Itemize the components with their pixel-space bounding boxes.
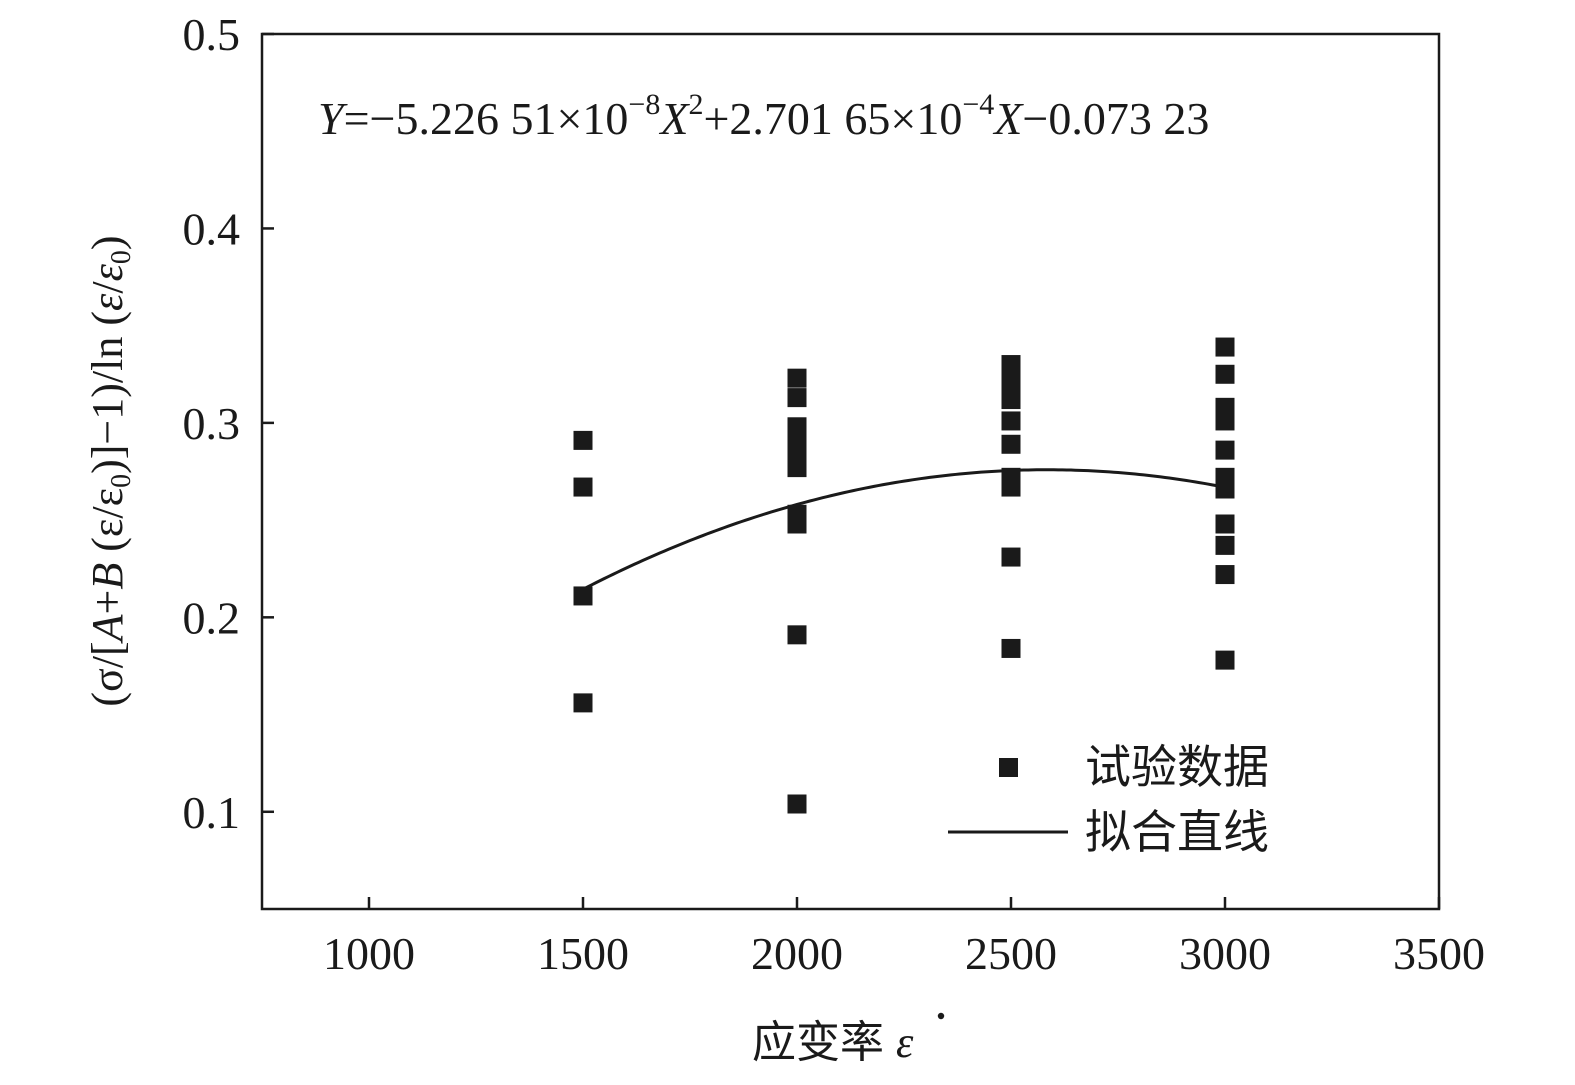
data-point (1001, 390, 1021, 410)
data-point (1001, 638, 1021, 658)
data-point (1215, 440, 1235, 460)
data-point (1001, 434, 1021, 454)
eq-Y: Y (318, 93, 348, 144)
x-axis-title-dot (937, 1012, 945, 1020)
eq-X1: X (658, 93, 690, 144)
data-point (1001, 547, 1021, 567)
x-axis-ticks: 1000 1500 2000 2500 3000 3500 (323, 897, 1485, 979)
eq-exp3: −4 (962, 88, 994, 121)
y-tick-label: 0.1 (183, 787, 241, 838)
data-point (1215, 535, 1235, 555)
data-point (1215, 514, 1235, 534)
x-tick-label: 2000 (751, 928, 843, 979)
x-tick-label: 3000 (1179, 928, 1271, 979)
y-axis-title-group: (σ/[A+B (ε/ε0)]−1)/ln (ε/ε0) (83, 235, 137, 706)
eq-part2: +2.701 65×10 (703, 93, 962, 144)
x-axis-title-text: 应变率 (752, 1018, 884, 1067)
scatter-points-layer (573, 337, 1235, 814)
y-tick-label: 0.4 (183, 203, 241, 254)
x-tick-label: 2500 (965, 928, 1057, 979)
eq-exp2: 2 (688, 88, 703, 121)
eq-part3: −0.073 23 (1022, 93, 1209, 144)
y-axis-title: (σ/[A+B (ε/ε0)]−1)/ln (ε/ε0) (83, 235, 137, 706)
legend-label-fit: 拟合直线 (1085, 807, 1269, 858)
data-point (1215, 337, 1235, 357)
data-point (787, 458, 807, 478)
data-point (573, 477, 593, 497)
legend: 试验数据 拟合直线 (948, 742, 1269, 858)
data-point (1001, 477, 1021, 497)
data-point (1215, 364, 1235, 384)
data-point (787, 417, 807, 437)
legend-label-scatter: 试验数据 (1085, 742, 1269, 793)
data-point (1215, 565, 1235, 585)
legend-scatter-marker (999, 758, 1018, 777)
eq-exp1: −8 (628, 88, 660, 121)
data-point (573, 430, 593, 450)
x-tick-label: 1000 (323, 928, 415, 979)
data-point (787, 388, 807, 408)
eq-X2: X (992, 93, 1024, 144)
data-point (787, 514, 807, 534)
x-axis-title: 应变率 ε (752, 1018, 914, 1067)
x-axis-title-symbol: ε (896, 1018, 914, 1067)
data-point (787, 794, 807, 814)
eq-part1: =−5.226 51×10 (344, 93, 629, 144)
y-axis-ticks: 0.1 0.2 0.3 0.4 0.5 (183, 9, 274, 838)
data-point (1215, 479, 1235, 499)
fit-curve (582, 468, 1226, 591)
regression-equation: Y=−5.226 51×10−8X2+2.701 65×10−4X−0.073 … (318, 88, 1209, 144)
data-point (573, 693, 593, 713)
y-tick-label: 0.3 (183, 398, 241, 449)
y-tick-label: 0.2 (183, 592, 241, 643)
data-point (787, 368, 807, 388)
data-point (787, 625, 807, 645)
data-point (1215, 650, 1235, 670)
x-tick-label: 1500 (537, 928, 629, 979)
y-tick-label: 0.5 (183, 9, 241, 60)
data-point (1001, 411, 1021, 431)
data-point (787, 440, 807, 460)
fit-curve-layer (582, 468, 1226, 591)
data-point (573, 586, 593, 606)
plot-area-frame (260, 32, 1441, 911)
x-tick-label: 3500 (1393, 928, 1485, 979)
data-point (1215, 411, 1235, 431)
